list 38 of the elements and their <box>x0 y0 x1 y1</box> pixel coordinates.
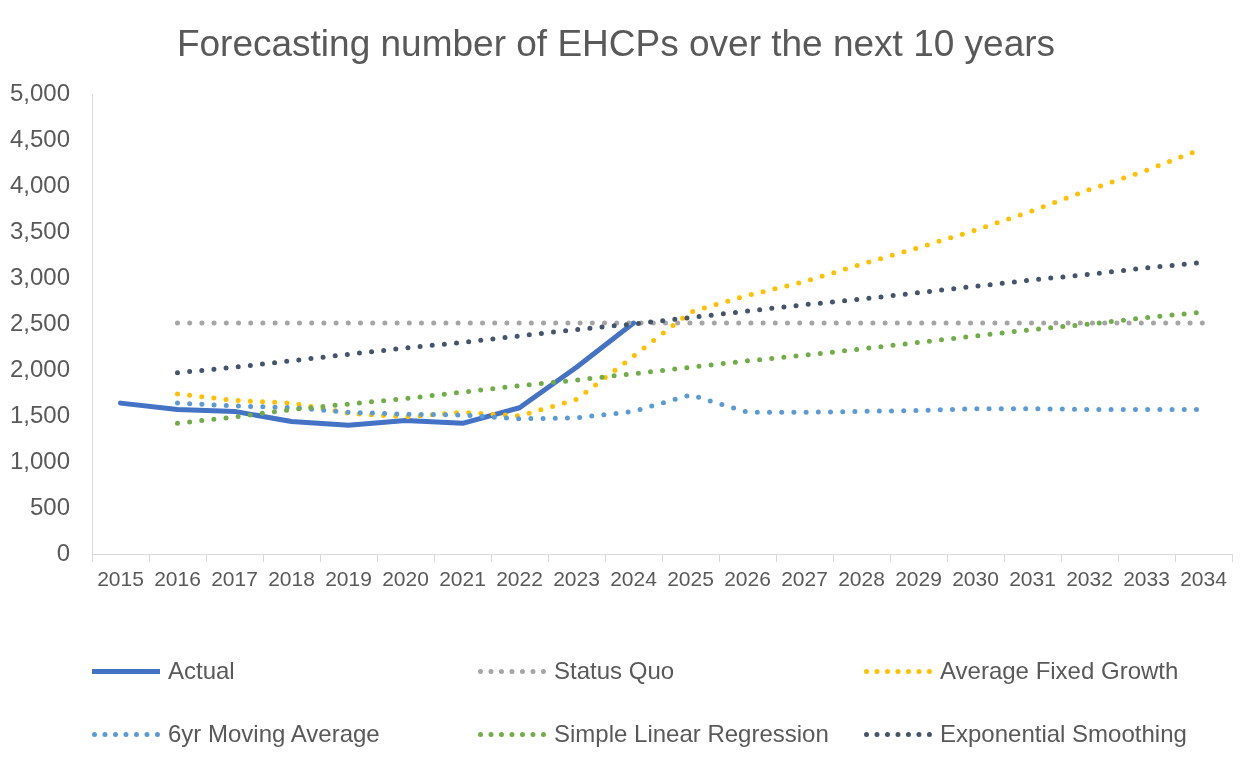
legend-label: Average Fixed Growth <box>940 657 1179 685</box>
x-tick-label: 2018 <box>268 567 315 591</box>
x-tick-label: 2016 <box>154 567 201 591</box>
x-tick-label: 2030 <box>952 567 999 591</box>
x-tick-label: 2027 <box>781 567 828 591</box>
x-tick-label: 2015 <box>97 567 144 591</box>
x-tick-label: 2031 <box>1009 567 1056 591</box>
x-tick-label: 2024 <box>610 567 658 591</box>
x-tick-label: 2020 <box>382 567 429 591</box>
y-tick-label: 2,000 <box>9 354 70 382</box>
y-tick-label: 4,000 <box>9 170 70 198</box>
x-tick-label: 2023 <box>553 567 600 591</box>
y-tick-label: 0 <box>56 538 70 566</box>
y-tick-label: 500 <box>29 492 70 520</box>
x-tick-label: 2033 <box>1123 567 1170 591</box>
y-tick-label: 2,500 <box>9 308 70 336</box>
x-tick-label: 2029 <box>895 567 942 591</box>
x-tick-label: 2022 <box>496 567 543 591</box>
legend-label: Exponential Smoothing <box>940 720 1187 748</box>
x-tick-label: 2021 <box>439 567 486 591</box>
x-tick-label: 2028 <box>838 567 885 591</box>
legend-label: 6yr Moving Average <box>168 720 380 748</box>
y-tick-label: 1,500 <box>9 400 70 428</box>
y-tick-label: 1,000 <box>9 446 70 474</box>
x-tick-label: 2026 <box>724 567 771 591</box>
x-tick-label: 2025 <box>667 567 714 591</box>
x-tick-label: 2034 <box>1180 567 1228 591</box>
x-tick-label: 2019 <box>325 567 372 591</box>
y-tick-label: 5,000 <box>9 78 70 106</box>
x-tick-label: 2032 <box>1066 567 1113 591</box>
y-tick-label: 4,500 <box>9 124 70 152</box>
chart-title: Forecasting number of EHCPs over the next 10 years <box>176 23 1056 65</box>
legend-label: Actual <box>168 657 235 685</box>
legend-label: Simple Linear Regression <box>554 720 829 748</box>
y-tick-label: 3,500 <box>9 216 70 244</box>
y-tick-label: 3,000 <box>9 262 70 290</box>
legend-label: Status Quo <box>554 657 675 685</box>
x-tick-label: 2017 <box>211 567 258 591</box>
